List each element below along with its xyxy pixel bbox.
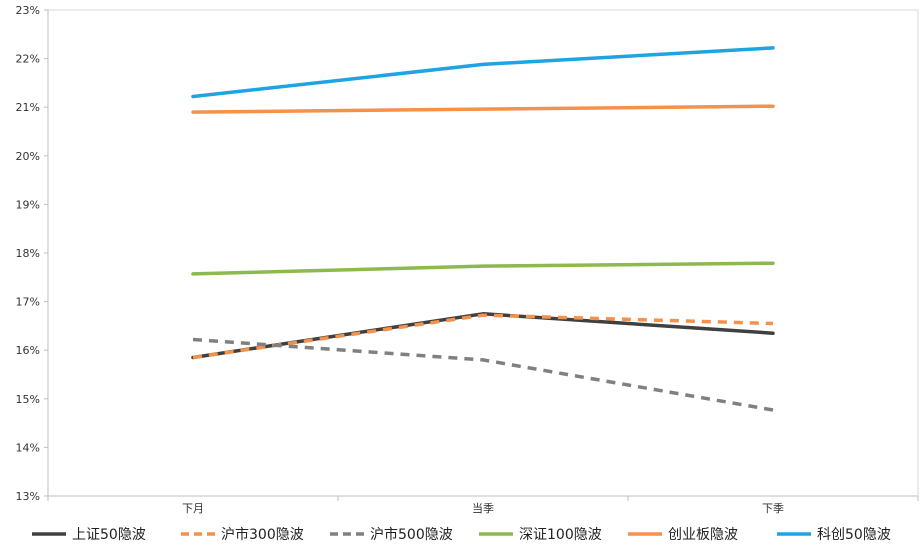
y-tick-label: 20% bbox=[16, 150, 40, 163]
series-line-4 bbox=[191, 104, 775, 114]
series-line-5 bbox=[191, 46, 775, 99]
y-tick-label: 22% bbox=[16, 53, 40, 66]
series-lines bbox=[191, 46, 775, 412]
x-tick-label: 当季 bbox=[472, 501, 494, 515]
y-tick-label: 23% bbox=[16, 4, 40, 17]
series-line-2 bbox=[192, 337, 774, 412]
x-tick-label: 下月 bbox=[182, 502, 204, 515]
legend-label: 科创50隐波 bbox=[817, 527, 891, 543]
y-tick-label: 17% bbox=[16, 296, 40, 309]
plot-area bbox=[47, 9, 919, 497]
x-tick-label: 下季 bbox=[762, 502, 784, 515]
x-axis: 下月 当季 下季 bbox=[47, 495, 919, 515]
y-tick-label: 18% bbox=[16, 247, 40, 260]
y-tick-label: 19% bbox=[16, 198, 40, 211]
y-axis: 13% 14% 15% 16% 17% 18% 19% 20% 21% 22% 23% bbox=[16, 4, 49, 503]
y-tick-label: 13% bbox=[16, 490, 40, 503]
y-tick-label: 16% bbox=[16, 344, 40, 357]
legend: 上证50隐波 沪市300隐波 沪市500隐波 深证100隐波 创业板隐波 科创50隐波 bbox=[32, 526, 891, 543]
series-line-3 bbox=[191, 261, 775, 276]
y-tick-label: 14% bbox=[16, 441, 40, 454]
y-tick-label: 15% bbox=[16, 393, 40, 406]
y-tick-label: 21% bbox=[16, 101, 40, 114]
legend-label: 沪市300隐波 bbox=[221, 526, 304, 543]
legend-label: 创业板隐波 bbox=[668, 527, 738, 543]
legend-label: 沪市500隐波 bbox=[370, 526, 453, 543]
plot-border bbox=[47, 9, 919, 497]
legend-label: 深证100隐波 bbox=[519, 527, 602, 543]
legend-label: 上证50隐波 bbox=[72, 527, 146, 543]
